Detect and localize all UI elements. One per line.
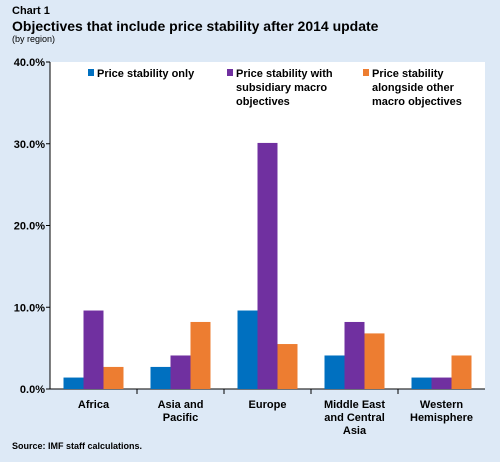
- source-note: Source: IMF staff calculations.: [12, 441, 143, 451]
- bar: [150, 366, 171, 389]
- chart-number-label: Chart 1: [12, 5, 50, 17]
- y-tick-label: 40.0%: [14, 57, 45, 69]
- bar: [170, 355, 191, 389]
- legend-label: Price stability with subsidiary macro obje…: [236, 68, 333, 108]
- bar: [431, 377, 452, 389]
- bar: [237, 310, 258, 389]
- bar: [190, 321, 211, 389]
- legend-swatch: [88, 69, 94, 76]
- legend-swatch: [363, 69, 369, 76]
- y-tick-label: 20.0%: [14, 221, 45, 233]
- bar: [63, 377, 84, 389]
- legend-label: Price stability alongside other macro obje…: [372, 68, 462, 108]
- chart-title: Objectives that include price stability …: [12, 18, 379, 34]
- chart-header: Chart 1 Objectives that include price st…: [12, 5, 378, 45]
- x-tick-label: Africa: [78, 399, 110, 411]
- bar: [257, 142, 278, 389]
- y-tick-label: 30.0%: [14, 139, 45, 151]
- chart-subtitle: (by region): [12, 34, 56, 44]
- bar: [364, 333, 385, 389]
- bar: [344, 321, 365, 389]
- bar: [103, 366, 124, 389]
- bar: [411, 377, 432, 389]
- x-tick-label: Middle East and Central Asia: [324, 399, 385, 437]
- x-tick-label: Europe: [249, 399, 287, 411]
- legend-swatch: [227, 69, 233, 76]
- legend-label: Price stability only: [97, 68, 195, 80]
- y-tick-label: 10.0%: [14, 302, 45, 314]
- bar: [451, 355, 472, 389]
- bar: [83, 310, 104, 389]
- x-tick-label: Asia and Pacific: [158, 399, 204, 424]
- bar: [324, 355, 345, 389]
- y-tick-label: 0.0%: [20, 384, 45, 396]
- x-tick-label: Western Hemisphere: [410, 399, 473, 424]
- bar: [277, 344, 298, 389]
